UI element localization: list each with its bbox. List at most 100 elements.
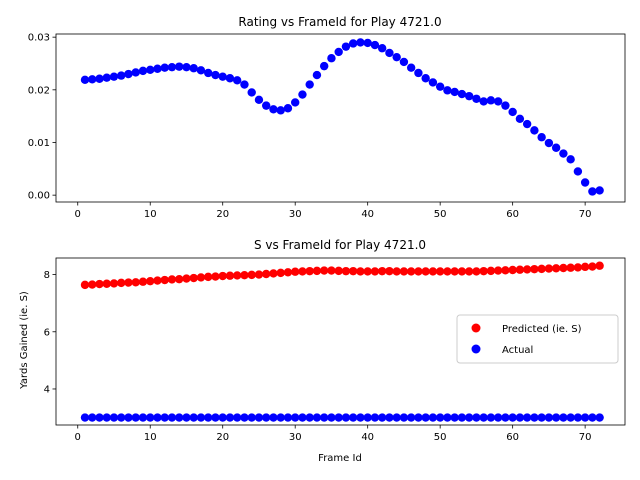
rating-chart: Rating vs FrameId for Play 4721.0 0 10 20 3… bbox=[28, 15, 626, 220]
rating-series-0-point bbox=[109, 72, 119, 81]
rating-y-tick-label: 0.01 bbox=[28, 138, 50, 149]
rating-series-0-point bbox=[117, 71, 126, 80]
s-series-1-point bbox=[414, 413, 423, 422]
s-series-1-point bbox=[551, 413, 561, 422]
rating-x-tick-label: 70 bbox=[579, 209, 592, 220]
s-x-axis-label: Frame Id bbox=[318, 453, 362, 464]
s-series-1-point bbox=[399, 413, 409, 422]
s-chart: S vs FrameId for Play 4721.0 0 10 20 30 40 50… bbox=[19, 238, 626, 464]
s-series-1-point bbox=[377, 413, 387, 422]
rating-series-0-point bbox=[204, 68, 213, 78]
rating-series-0-point bbox=[80, 75, 90, 85]
rating-series-0-point bbox=[522, 119, 532, 129]
s-x-tick-label: 60 bbox=[506, 432, 519, 443]
s-series-1-point bbox=[573, 413, 583, 422]
rating-series-0-point bbox=[348, 39, 358, 48]
s-series-0-point bbox=[88, 280, 97, 289]
s-series-0-point bbox=[486, 266, 496, 276]
s-series-1-point bbox=[435, 413, 445, 422]
rating-series-0-point bbox=[356, 38, 365, 47]
rating-series-0-point bbox=[457, 89, 467, 99]
rating-series-0-point bbox=[233, 76, 242, 85]
s-series-0-point bbox=[312, 266, 322, 276]
s-series-0-point bbox=[298, 267, 307, 276]
s-series-1-point bbox=[544, 413, 554, 422]
s-series-1-point bbox=[160, 413, 169, 422]
rating-series-0-point bbox=[102, 73, 111, 82]
s-series-0-point bbox=[167, 275, 177, 284]
rating-series-0-point bbox=[182, 62, 191, 72]
rating-series-0-point bbox=[283, 104, 293, 113]
rating-series-0-point bbox=[595, 186, 604, 195]
s-series-1-point bbox=[254, 413, 264, 422]
s-series-1-point bbox=[225, 413, 235, 422]
s-series-0-point bbox=[102, 279, 111, 288]
s-series-0-point bbox=[319, 266, 329, 275]
s-x-tick-label: 50 bbox=[434, 432, 447, 443]
rating-series-0-point bbox=[262, 101, 271, 110]
rating-series-0-point bbox=[88, 75, 97, 84]
s-x-tick-label: 0 bbox=[75, 432, 81, 443]
rating-series-0-point bbox=[196, 66, 206, 75]
s-series-0-point bbox=[406, 267, 416, 276]
rating-series-0-point bbox=[167, 62, 177, 72]
rating-series-0-point bbox=[218, 72, 227, 81]
s-series-0-point bbox=[182, 274, 191, 283]
rating-series-0-point bbox=[443, 86, 452, 95]
s-series-1-point bbox=[334, 413, 343, 422]
s-series-0-point bbox=[443, 267, 452, 276]
rating-x-tick-label: 20 bbox=[216, 209, 229, 220]
rating-series-0-point bbox=[551, 143, 561, 152]
s-series-1-point bbox=[102, 413, 111, 422]
s-series-0-point bbox=[472, 267, 481, 276]
s-series-1-point bbox=[392, 413, 401, 422]
s-series-0-point bbox=[146, 276, 155, 286]
rating-series-0-point bbox=[138, 66, 148, 76]
s-series-1-point bbox=[117, 413, 126, 422]
s-series-0-point bbox=[428, 267, 438, 276]
s-series-0-point bbox=[247, 270, 256, 280]
rating-series-0-point bbox=[530, 126, 539, 135]
s-y-tick-label: 8 bbox=[44, 270, 50, 281]
s-x-tick-label: 10 bbox=[144, 432, 157, 443]
s-series-1-point bbox=[218, 413, 227, 422]
rating-series-0-point bbox=[472, 94, 481, 103]
s-series-0-point bbox=[464, 267, 474, 276]
rating-x-tick-label: 0 bbox=[75, 209, 81, 220]
s-series-1-point bbox=[247, 413, 256, 422]
rating-series-0-point bbox=[399, 57, 409, 67]
rating-series-0-point bbox=[435, 82, 445, 91]
s-series-1-point bbox=[443, 413, 452, 422]
s-series-0-point bbox=[262, 269, 271, 279]
s-series-0-point bbox=[80, 280, 90, 290]
rating-series-0-point bbox=[450, 87, 459, 97]
s-series-1-point bbox=[269, 413, 278, 422]
rating-series-0-point bbox=[363, 38, 372, 48]
rating-series-0-point bbox=[341, 42, 351, 51]
s-series-0-point bbox=[537, 264, 546, 274]
s-series-0-point bbox=[566, 263, 575, 272]
s-series-0-point bbox=[233, 271, 242, 280]
s-series-1-point bbox=[233, 413, 242, 422]
s-series-1-point bbox=[588, 413, 597, 422]
rating-series-0-point bbox=[175, 62, 184, 71]
rating-x-ticks: 0 10 20 30 40 50 60 70 bbox=[75, 202, 592, 220]
rating-plot-frame bbox=[55, 33, 626, 203]
s-series-0-point bbox=[588, 262, 597, 271]
rating-series-0-point bbox=[377, 44, 387, 53]
s-y-tick-label: 6 bbox=[44, 327, 50, 338]
s-series-1-point bbox=[276, 413, 285, 422]
rating-series-0-point bbox=[370, 40, 380, 50]
s-series-0-point bbox=[493, 266, 503, 275]
s-series-1-point bbox=[196, 413, 206, 422]
s-series-1-point bbox=[559, 413, 568, 422]
s-series-1-point bbox=[370, 413, 380, 422]
s-series-0-point bbox=[204, 272, 213, 282]
s-series-1-point bbox=[580, 413, 590, 422]
rating-series-0-point bbox=[95, 74, 104, 83]
s-series-0-point bbox=[363, 267, 372, 276]
s-series-1-point bbox=[595, 413, 604, 422]
s-series-0-point bbox=[283, 268, 293, 277]
rating-series-0-point bbox=[508, 107, 517, 117]
